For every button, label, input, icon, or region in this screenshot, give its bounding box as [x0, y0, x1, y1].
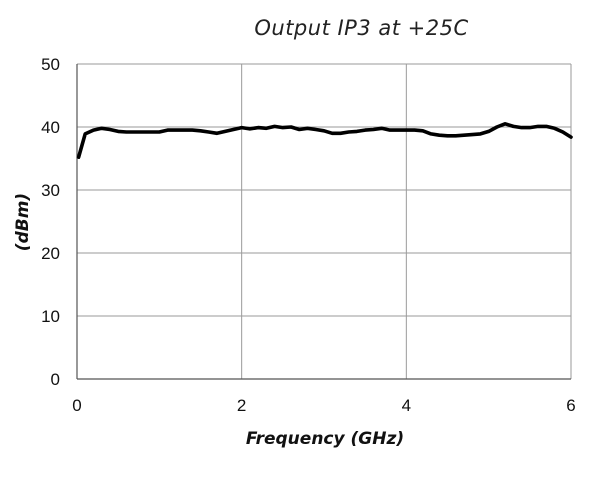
series-line-0 [76, 122, 573, 159]
x-tick-label: 6 [566, 396, 575, 415]
x-tick-label: 2 [237, 396, 246, 415]
y-tick-label: 30 [41, 181, 60, 200]
x-axis-label: Frequency (GHz) [246, 429, 404, 449]
y-tick-labels: 0 10 20 30 40 50 [41, 55, 60, 389]
y-tick-label: 50 [41, 55, 60, 74]
chart-title: Output IP3 at +25C [254, 16, 469, 40]
x-tick-labels: 0 2 4 6 [72, 396, 575, 415]
x-tick-label: 4 [402, 396, 411, 415]
y-tick-label: 10 [41, 307, 60, 326]
x-tick-label: 0 [72, 396, 81, 415]
series-layer [76, 122, 573, 159]
y-axis-label: (dBm) [13, 193, 33, 251]
y-tick-label: 0 [51, 370, 60, 389]
axes [76, 64, 571, 380]
grid-lines [76, 63, 572, 380]
y-tick-label: 40 [41, 118, 60, 137]
y-tick-label: 20 [41, 244, 60, 263]
